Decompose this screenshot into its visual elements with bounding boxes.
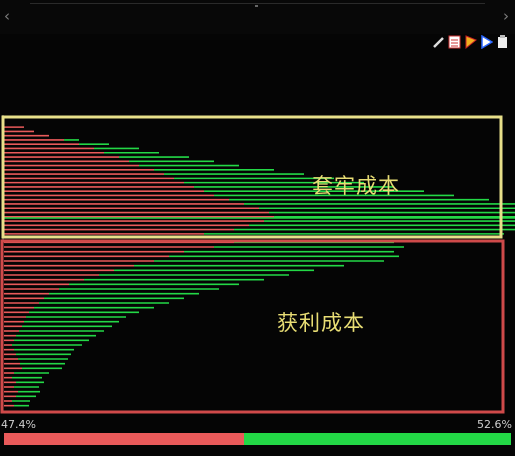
trapped-cost-box [1,115,503,239]
profit-ratio-bar [4,433,245,445]
calendar-icon[interactable] [448,34,461,49]
trapped-ratio-bar [244,433,511,445]
chevron-right-icon[interactable]: › [503,7,509,25]
profit-cost-box [0,239,505,414]
top-divider [30,3,485,4]
trapped-cost-label: 套牢成本 [312,174,400,198]
profit-cost-label: 获利成本 [277,311,365,335]
center-marker [255,5,258,7]
chevron-left-icon[interactable]: ‹ [4,7,10,25]
document-icon[interactable] [496,34,509,48]
toolbar [432,33,509,50]
profit-percentage: 47.4% [1,418,36,431]
trapped-percentage: 52.6% [477,418,512,431]
flag-icon[interactable] [464,34,477,50]
pen-icon[interactable] [432,34,445,48]
top-bar: ‹ › [0,0,515,34]
triangle-icon[interactable] [480,34,494,50]
